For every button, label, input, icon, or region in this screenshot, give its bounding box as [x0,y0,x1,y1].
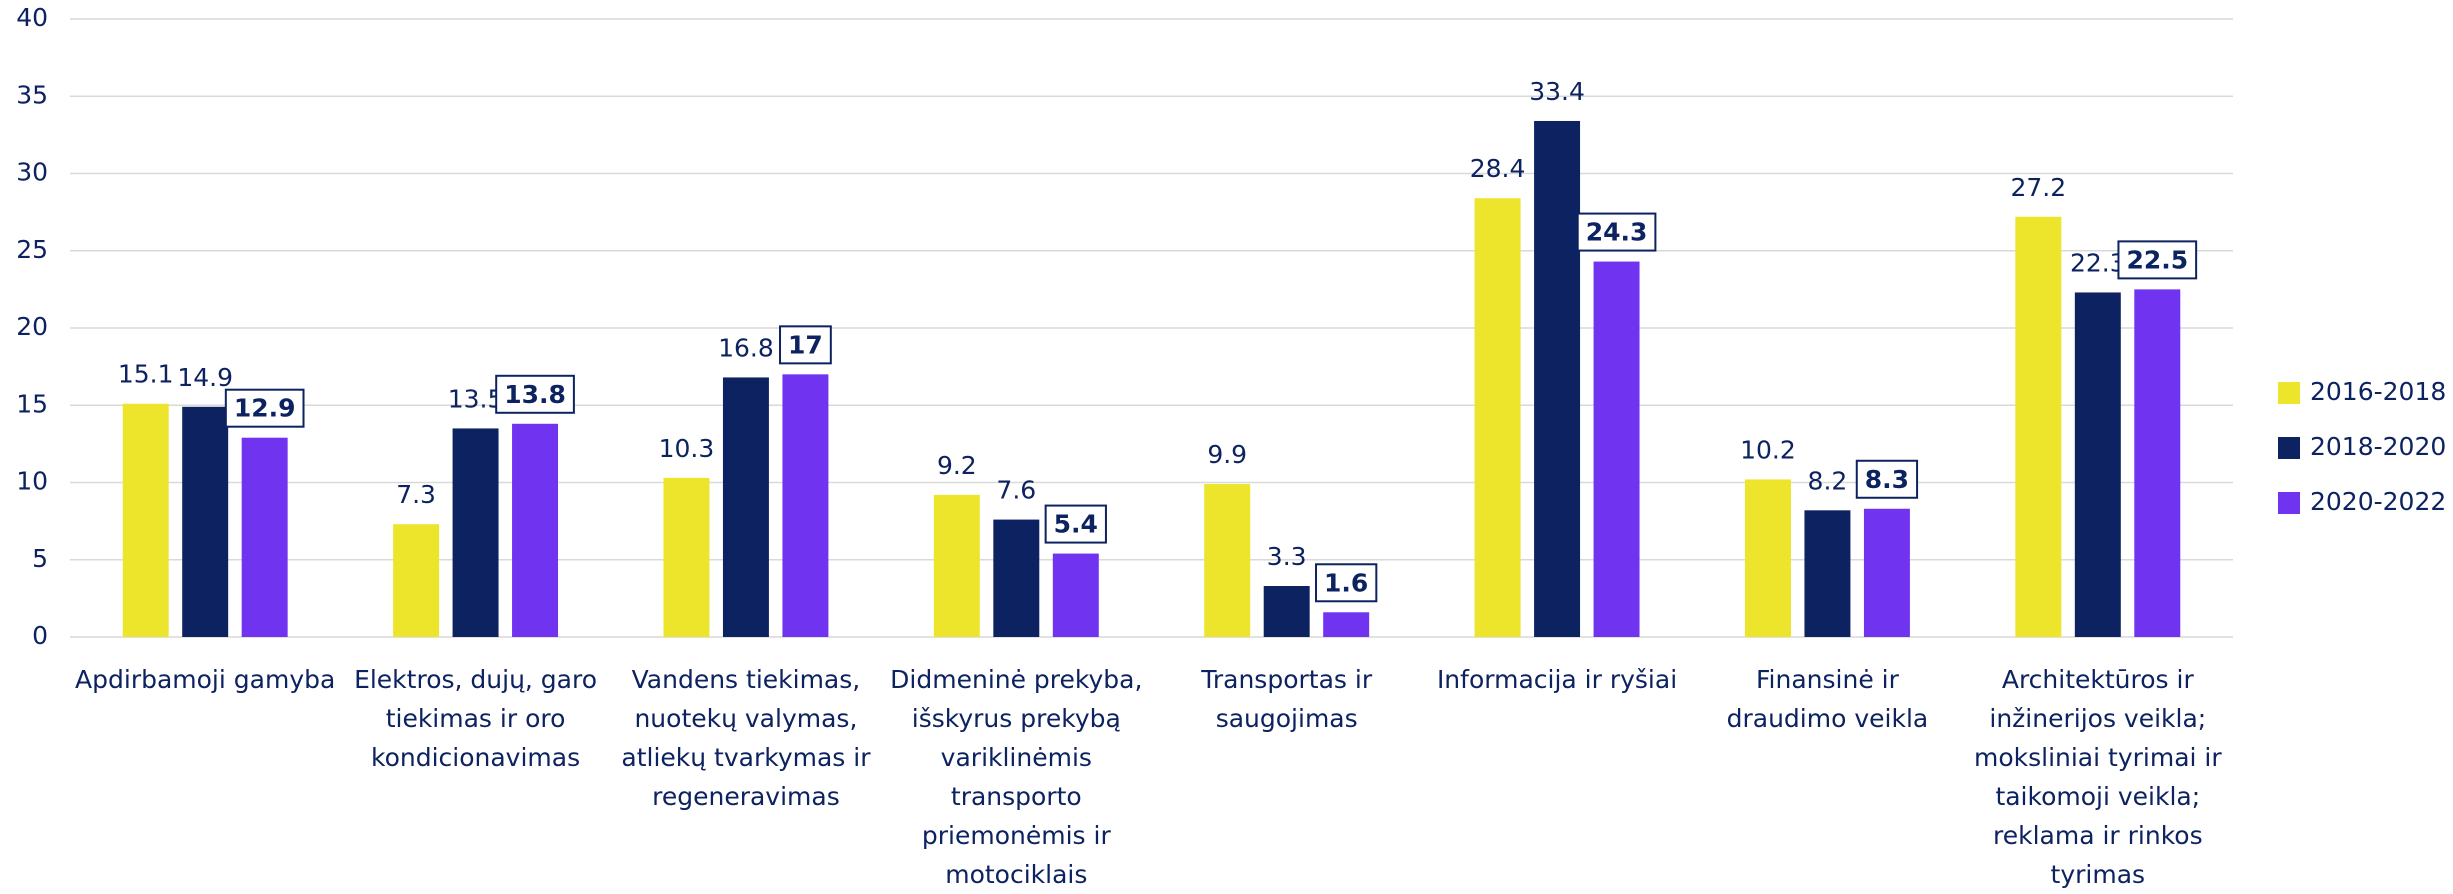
data-label: 10.2 [1740,435,1796,464]
label-box [1315,563,1378,603]
y-tick-label: 5 [32,544,48,573]
y-tick-label: 15 [16,389,48,418]
data-label-box: 22.5 [2117,240,2198,280]
data-label: 14.9 [177,363,233,392]
bar [2015,216,2062,637]
label-box [2117,240,2198,280]
bar [393,524,440,637]
data-label: 9.9 [1207,440,1247,469]
data-label: 27.2 [2010,173,2066,202]
legend-swatch [2278,492,2300,514]
bar [452,428,499,637]
label-box [1855,459,1919,499]
bar [722,377,769,637]
label-box [1044,504,1107,544]
bar [1204,484,1251,637]
data-label: 9.2 [937,451,977,480]
data-label: 22.5 [2126,245,2188,274]
data-label: 7.3 [396,480,436,509]
data-label: 3.3 [1267,542,1307,571]
y-tick-label: 35 [16,80,48,109]
x-tick-label: Apdirbamoji gamyba [75,665,336,694]
bar [1863,508,1910,637]
bar [1263,586,1310,637]
bar [782,374,829,637]
data-label: 33.4 [1529,77,1585,106]
label-box [224,388,305,428]
x-tick-label: Finansinė ir draudimo veikla [1726,665,1929,733]
x-tick-label: Informacija ir ryšiai [1436,665,1678,694]
x-tick-label: Architektūros ir inžinerijos veikla; mok… [1973,665,2222,889]
data-label: 5.4 [1054,510,1098,539]
bar [1052,553,1099,637]
bar [1593,261,1640,637]
data-label: 13.8 [504,380,566,409]
bar [663,477,710,637]
bar [1744,479,1791,637]
data-label: 28.4 [1470,154,1526,183]
bar [1534,120,1581,638]
data-label: 8.2 [1808,466,1848,495]
x-tick-label: Vandens tiekimas, nuotekų valymas, atlie… [621,665,871,811]
data-label: 15.1 [118,360,174,389]
data-label-box: 12.9 [224,388,305,428]
data-label-box: 24.3 [1576,212,1657,252]
data-label: 22.3 [2070,248,2126,277]
legend-swatch [2278,382,2300,404]
bar [1804,510,1851,637]
bar [2074,292,2121,637]
y-tick-label: 20 [16,312,48,341]
bar [2134,289,2181,637]
x-tick-label: Didmeninė prekyba, išskyrus prekybą vari… [890,665,1143,889]
data-label: 12.9 [234,394,296,423]
legend-label: 2020-2022 [2310,487,2446,516]
bar [122,403,169,637]
x-tick-label: Transportas ir saugojimas [1201,665,1373,733]
y-tick-label: 10 [16,467,48,496]
data-label-box: 17 [779,325,832,365]
y-tick-label: 25 [16,235,48,264]
label-box [779,325,832,365]
data-label: 17 [788,330,823,359]
data-label: 7.6 [996,476,1036,505]
data-label: 10.3 [659,434,715,463]
bar [241,437,288,637]
bar [933,494,980,637]
data-label-box: 8.3 [1855,459,1919,499]
data-label: 13.5 [448,384,504,413]
bar [1474,198,1521,637]
data-label-box: 13.8 [495,374,575,414]
data-label: 1.6 [1324,568,1368,597]
y-tick-label: 40 [16,3,48,32]
bar [993,519,1040,637]
legend-label: 2018-2020 [2310,432,2446,461]
label-box [1576,212,1657,252]
data-label-box: 5.4 [1044,504,1107,544]
legend-swatch [2278,437,2300,459]
data-label: 8.3 [1865,465,1909,494]
data-label-box: 1.6 [1315,563,1378,603]
y-tick-label: 30 [16,158,48,187]
bar [182,406,229,637]
bar [512,423,559,637]
label-box [495,374,575,414]
x-tick-label: Elektros, dujų, garo tiekimas ir oro kon… [354,665,598,772]
data-label: 24.3 [1586,218,1648,247]
data-label: 16.8 [718,333,774,362]
y-tick-label: 0 [32,621,48,650]
legend-label: 2016-2018 [2310,377,2446,406]
bar [1323,612,1370,637]
